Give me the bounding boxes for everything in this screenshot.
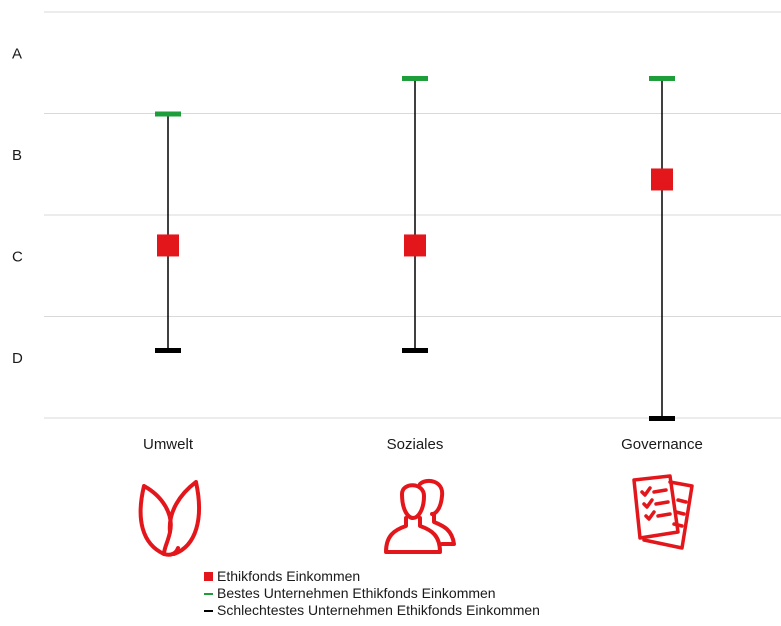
legend-item-worst: Schlechtestes Unternehmen Ethikfonds Ein… bbox=[204, 602, 540, 619]
y-tick-label: B bbox=[12, 147, 22, 164]
y-tick-label: A bbox=[12, 46, 22, 63]
leaf-icon bbox=[134, 474, 206, 563]
range-chart: A B C D Umwelt Soziales Governance bbox=[12, 11, 781, 453]
legend: Ethikfonds Einkommen Bestes Unternehmen … bbox=[204, 568, 540, 619]
best-marker bbox=[155, 111, 181, 117]
worst-marker bbox=[155, 347, 181, 353]
worst-marker bbox=[402, 347, 428, 353]
x-category-label: Umwelt bbox=[143, 436, 194, 453]
legend-item-best: Bestes Unternehmen Ethikfonds Einkommen bbox=[204, 585, 540, 602]
fund-marker bbox=[651, 168, 673, 191]
x-category-label: Soziales bbox=[387, 436, 444, 453]
legend-swatch-best bbox=[204, 592, 213, 595]
y-tick-label: D bbox=[12, 350, 23, 367]
fund-marker bbox=[157, 234, 179, 257]
x-category-label: Governance bbox=[621, 436, 703, 453]
worst-marker bbox=[649, 416, 675, 421]
legend-item-fund: Ethikfonds Einkommen bbox=[204, 568, 540, 585]
checklist-icon bbox=[626, 472, 700, 557]
legend-label-best: Bestes Unternehmen Ethikfonds Einkommen bbox=[217, 585, 496, 601]
y-tick-label: C bbox=[12, 249, 23, 266]
best-marker bbox=[402, 75, 428, 81]
people-icon bbox=[380, 474, 460, 563]
fund-marker bbox=[404, 234, 426, 257]
legend-label-fund: Ethikfonds Einkommen bbox=[217, 568, 361, 584]
legend-swatch-worst bbox=[204, 609, 213, 612]
legend-swatch-fund bbox=[204, 572, 213, 581]
legend-label-worst: Schlechtestes Unternehmen Ethikfonds Ein… bbox=[217, 602, 540, 618]
best-marker bbox=[649, 75, 675, 81]
